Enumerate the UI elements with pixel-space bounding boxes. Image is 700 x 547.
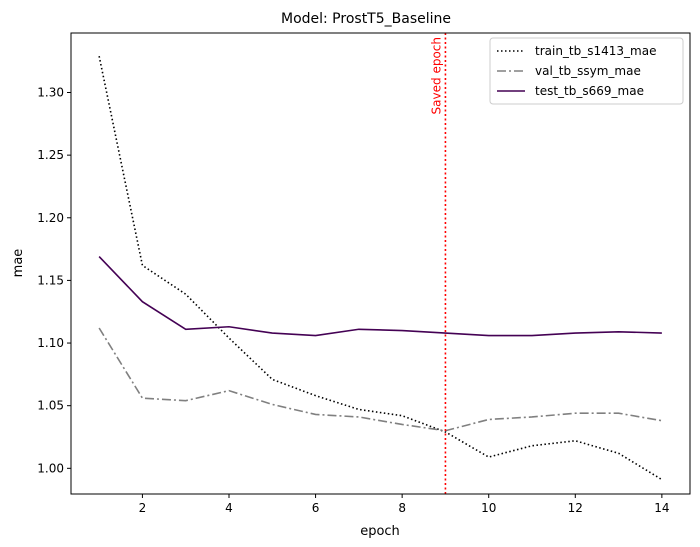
y-tick-label: 1.05 <box>37 399 64 413</box>
x-tick-label: 8 <box>398 501 406 515</box>
legend-entry: train_tb_s1413_mae <box>535 44 656 58</box>
y-axis-label: mae <box>11 249 26 278</box>
x-axis: 2 4 6 8 10 12 14 <box>139 494 670 515</box>
x-tick-label: 14 <box>654 501 669 515</box>
y-tick-label: 1.00 <box>37 461 64 475</box>
x-tick-label: 6 <box>312 501 320 515</box>
plot-frame <box>70 32 691 495</box>
legend: train_tb_s1413_mae val_tb_ssym_mae test_tb… <box>489 37 684 105</box>
x-tick-label: 4 <box>225 501 233 515</box>
saved-epoch-label: Saved epoch <box>429 37 443 114</box>
series-line-test_tb_s669_mae <box>98 256 662 337</box>
y-tick-label: 1.25 <box>37 148 64 162</box>
legend-entry: test_tb_s669_mae <box>535 84 644 98</box>
y-tick-label: 1.15 <box>37 273 64 287</box>
x-tick-label: 10 <box>481 501 496 515</box>
legend-box <box>489 37 684 105</box>
y-axis: 1.00 1.05 1.10 1.15 1.20 1.25 1.30 <box>37 86 71 475</box>
x-tick-label: 2 <box>139 501 147 515</box>
plot-area: Saved epoch <box>98 33 663 494</box>
y-tick-label: 1.30 <box>37 86 64 100</box>
y-tick-label: 1.10 <box>37 336 64 350</box>
chart-title: Model: ProstT5_Baseline <box>281 11 451 27</box>
x-axis-label: epoch <box>360 524 400 539</box>
series-line-train_tb_s1413_mae <box>98 56 663 481</box>
legend-entry: val_tb_ssym_mae <box>535 64 641 78</box>
series-line-val_tb_ssym_mae <box>98 327 663 432</box>
y-tick-label: 1.20 <box>37 211 64 225</box>
x-tick-label: 12 <box>568 501 583 515</box>
